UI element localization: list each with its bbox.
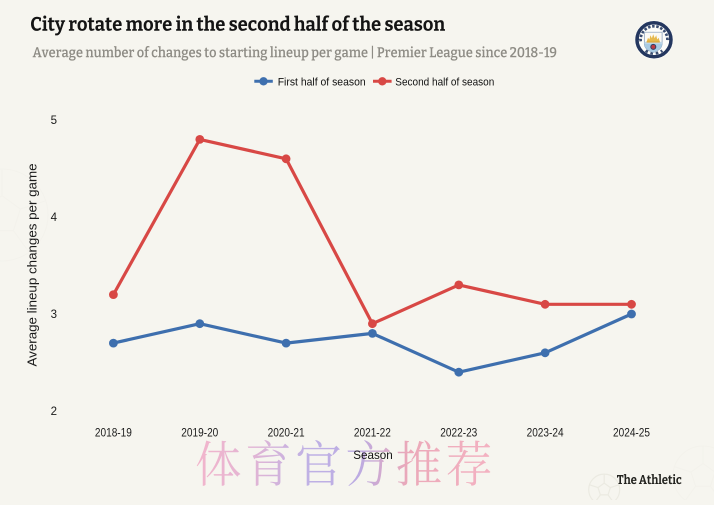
svg-text:4: 4 bbox=[51, 212, 58, 224]
svg-text:2020-21: 2020-21 bbox=[268, 427, 305, 439]
svg-text:Average lineup changes per gam: Average lineup changes per game bbox=[26, 164, 40, 367]
svg-text:2022-23: 2022-23 bbox=[440, 427, 477, 439]
svg-text:5: 5 bbox=[51, 115, 57, 127]
svg-text:2023-24: 2023-24 bbox=[527, 427, 565, 439]
svg-text:2024-25: 2024-25 bbox=[613, 427, 650, 439]
svg-text:Season: Season bbox=[353, 448, 393, 462]
svg-text:2021-22: 2021-22 bbox=[354, 427, 391, 439]
svg-text:3: 3 bbox=[51, 309, 57, 321]
svg-text:2: 2 bbox=[51, 406, 57, 418]
svg-text:First half of season: First half of season bbox=[278, 77, 366, 89]
svg-text:Second half of season: Second half of season bbox=[395, 77, 494, 89]
svg-text:2018-19: 2018-19 bbox=[95, 427, 132, 439]
svg-text:2019-20: 2019-20 bbox=[181, 427, 218, 439]
